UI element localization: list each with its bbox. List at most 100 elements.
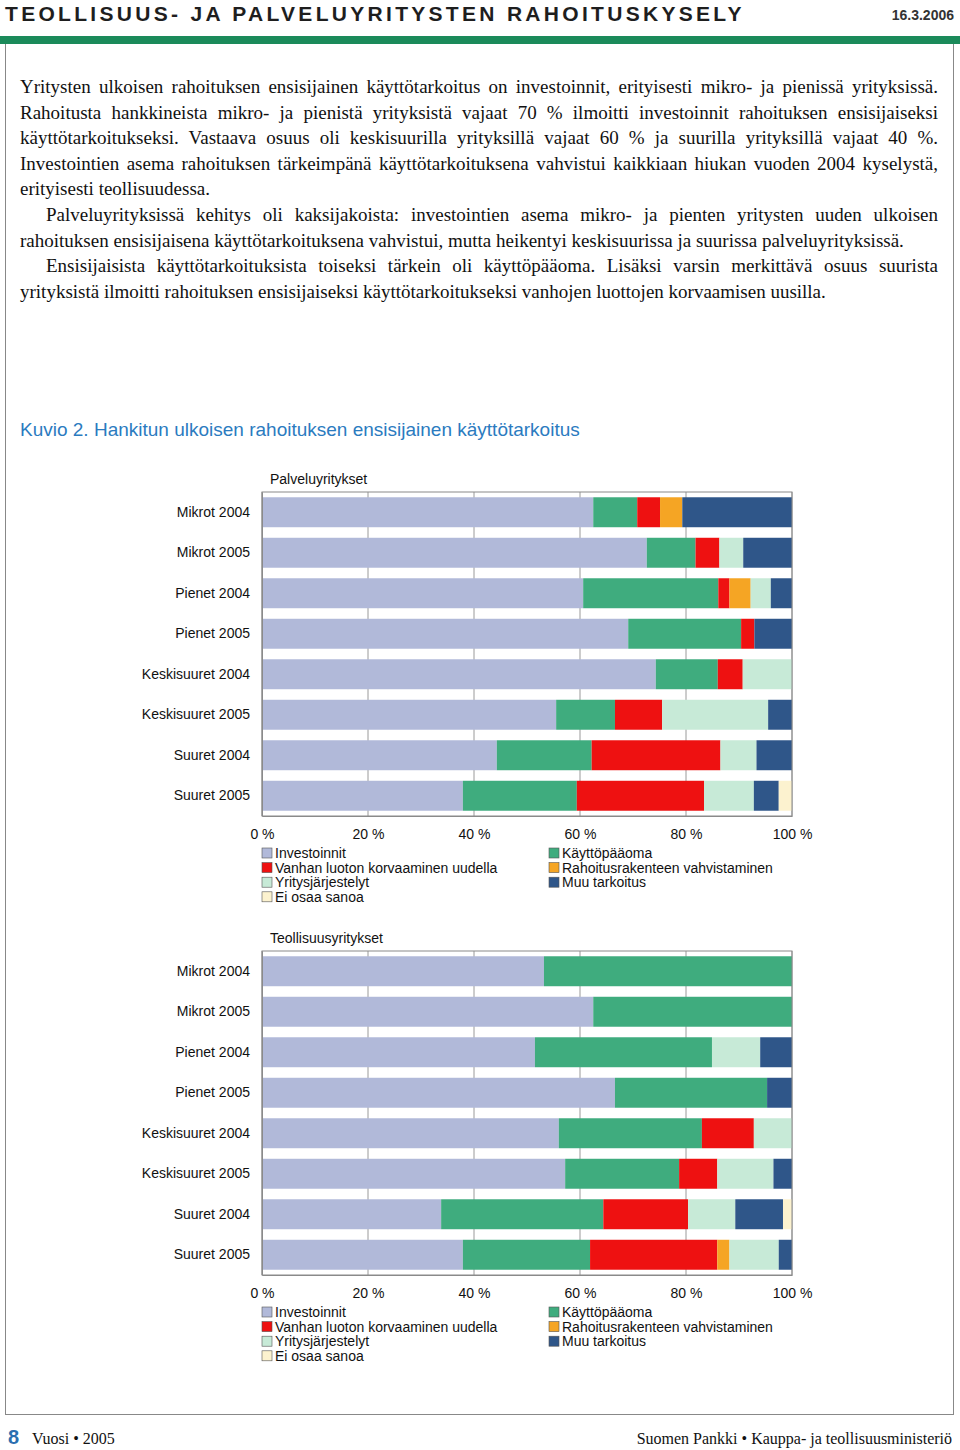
y-tick: Suuret 2004 xyxy=(174,747,262,763)
footer-publisher: Suomen Pankki • Kauppa- ja teollisuusmin… xyxy=(637,1430,952,1448)
x-tick: 0 % xyxy=(250,816,274,842)
x-tick-label: 0 % xyxy=(250,826,274,842)
chart-title: Palveluyritykset xyxy=(270,471,367,487)
bar-segment xyxy=(262,1118,559,1148)
bar-segment xyxy=(718,578,729,608)
page: TEOLLISUUS- JA PALVELUYRITYSTEN RAHOITUS… xyxy=(0,0,960,1450)
bar-segment xyxy=(647,538,696,568)
chart: Teollisuusyritykset0 %20 %40 %60 %80 %10… xyxy=(0,924,960,1374)
legend-item: Yritysjärjestelyt xyxy=(262,874,369,890)
bar-segment xyxy=(556,700,615,730)
x-axis: 0 %20 %40 %60 %80 %100 % xyxy=(250,816,812,842)
bar-segment xyxy=(544,956,792,986)
bar-segment xyxy=(615,1078,767,1108)
legend-swatch xyxy=(549,1307,559,1317)
legend-label: Vanhan luoton korvaaminen uudella xyxy=(275,860,498,876)
legend-item: Käyttöpääoma xyxy=(549,1304,652,1320)
header-title: TEOLLISUUS- JA PALVELUYRITYSTEN RAHOITUS… xyxy=(5,2,745,26)
bar-segment xyxy=(463,1240,590,1270)
legend-label: Käyttöpääoma xyxy=(562,1304,652,1320)
x-axis-line xyxy=(263,1275,793,1276)
bar-segment xyxy=(262,497,593,527)
y-tick: Pienet 2005 xyxy=(175,625,262,641)
y-tick: Mikrot 2005 xyxy=(177,544,262,560)
page-number: 8 xyxy=(8,1426,19,1449)
category-label: Suuret 2005 xyxy=(174,787,250,803)
legend-item: Investoinnit xyxy=(262,845,346,861)
category-label: Mikrot 2005 xyxy=(177,1003,250,1019)
x-tick: 40 % xyxy=(459,816,491,842)
category-label: Mikrot 2004 xyxy=(177,504,250,520)
y-tick: Keskisuuret 2004 xyxy=(142,1125,262,1141)
x-tick-label: 0 % xyxy=(250,1285,274,1301)
legend-label: Yritysjärjestelyt xyxy=(275,874,369,890)
x-tick: 0 % xyxy=(250,1275,274,1301)
bar-segment xyxy=(754,781,779,811)
bar-segment xyxy=(262,700,556,730)
legend-label: Rahoitusrakenteen vahvistaminen xyxy=(562,1319,773,1335)
bar-segment xyxy=(679,1159,717,1189)
y-tick: Keskisuuret 2005 xyxy=(142,706,262,722)
bar-segment xyxy=(262,659,656,689)
bar-segment xyxy=(771,578,792,608)
paragraph: Ensisijaisista käyttötarkoituksista tois… xyxy=(20,253,938,304)
category-label: Keskisuuret 2005 xyxy=(142,1165,250,1181)
bar-segment xyxy=(729,1240,778,1270)
y-axis-line xyxy=(262,493,263,817)
x-tick-label: 40 % xyxy=(459,1285,491,1301)
bar-segment xyxy=(719,538,743,568)
bar-segment xyxy=(720,740,756,770)
y-tick: Suuret 2004 xyxy=(174,1206,262,1222)
bar-segment xyxy=(262,1240,463,1270)
x-tick: 60 % xyxy=(565,1275,597,1301)
bar-segment xyxy=(441,1199,603,1229)
y-tick: Mikrot 2004 xyxy=(177,504,262,520)
bar-segment xyxy=(535,1037,712,1067)
bar-segment xyxy=(262,538,647,568)
bars xyxy=(262,956,792,1269)
y-axis: Mikrot 2004Mikrot 2005Pienet 2004Pienet … xyxy=(142,493,263,817)
bar-segment xyxy=(262,1159,565,1189)
bar-segment xyxy=(704,781,754,811)
bar-segment xyxy=(717,1240,729,1270)
bar-segment xyxy=(712,1037,760,1067)
bar-segment xyxy=(779,781,792,811)
legend-item: Investoinnit xyxy=(262,1304,346,1320)
bar-segment xyxy=(754,619,792,649)
legend-swatch xyxy=(262,1322,272,1332)
bar-segment xyxy=(662,700,768,730)
bar-segment xyxy=(751,578,771,608)
category-label: Pienet 2005 xyxy=(175,625,250,641)
x-tick-label: 80 % xyxy=(671,826,703,842)
bar-segment xyxy=(656,659,718,689)
bar-segment xyxy=(577,781,704,811)
category-label: Suuret 2005 xyxy=(174,1246,250,1262)
bar-segment xyxy=(559,1118,702,1148)
x-tick: 100 % xyxy=(773,816,813,842)
bar-segment xyxy=(754,1118,792,1148)
bar-segment xyxy=(593,997,792,1027)
bar-segment xyxy=(729,578,750,608)
bar-segment xyxy=(583,578,718,608)
bar-segment xyxy=(592,740,721,770)
category-label: Suuret 2004 xyxy=(174,747,250,763)
plot-frame xyxy=(262,492,792,816)
bar-segment xyxy=(717,1159,773,1189)
category-label: Pienet 2004 xyxy=(175,1044,250,1060)
x-tick: 40 % xyxy=(459,1275,491,1301)
body-text: Yritysten ulkoisen rahoituksen ensisijai… xyxy=(20,74,938,304)
bar-segment xyxy=(696,538,720,568)
y-tick: Pienet 2005 xyxy=(175,1084,262,1100)
paragraph: Palveluyrityksissä kehitys oli kaksijako… xyxy=(20,202,938,253)
x-tick: 80 % xyxy=(671,816,703,842)
y-tick: Keskisuuret 2005 xyxy=(142,1165,262,1181)
bar-segment xyxy=(756,740,792,770)
legend-swatch xyxy=(262,892,272,902)
legend-item: Rahoitusrakenteen vahvistaminen xyxy=(549,860,773,876)
category-label: Keskisuuret 2005 xyxy=(142,706,250,722)
bar-segment xyxy=(743,659,792,689)
category-label: Suuret 2004 xyxy=(174,1206,250,1222)
bar-segment xyxy=(768,700,792,730)
legend-label: Rahoitusrakenteen vahvistaminen xyxy=(562,860,773,876)
legend-item: Ei osaa sanoa xyxy=(262,889,364,905)
